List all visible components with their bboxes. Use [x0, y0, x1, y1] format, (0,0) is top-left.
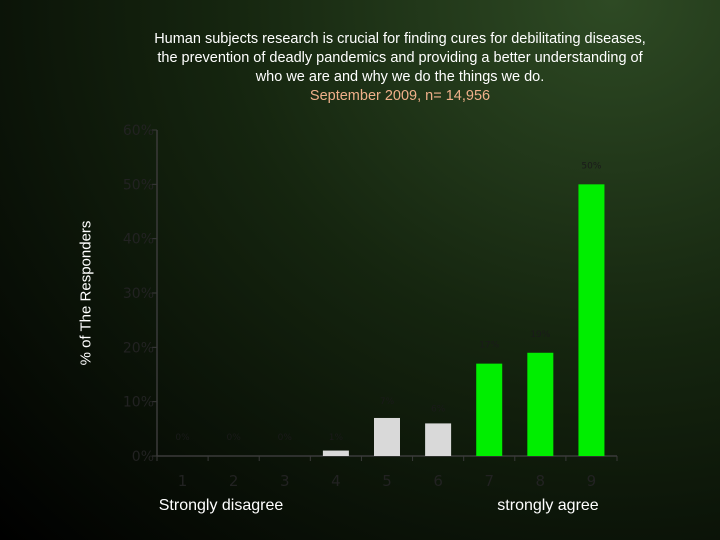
x-label-strongly-agree: strongly agree: [497, 497, 599, 514]
x-tick-label-5: 5: [382, 472, 392, 490]
y-tick-label: 60%: [123, 123, 154, 139]
data-label-1: 0%: [175, 433, 190, 443]
bar-9: [578, 184, 605, 457]
y-tick-label: 0%: [132, 449, 154, 465]
x-tick-label-4: 4: [331, 472, 341, 490]
title-line-1: Human subjects research is crucial for f…: [154, 31, 646, 47]
chart-subtitle: September 2009, n= 14,956: [309, 88, 491, 104]
x-tick-label-3: 3: [280, 472, 290, 490]
x-tick-label-7: 7: [484, 472, 494, 490]
chart-title: Human subjects research is crucial for f…: [110, 30, 690, 106]
data-label-4: 1%: [329, 433, 344, 443]
bar-7: [476, 363, 503, 456]
y-tick-label: 40%: [123, 232, 154, 248]
data-label-9: 50%: [581, 161, 601, 171]
data-label-5: 7%: [380, 397, 395, 407]
title-line-3: who we are and why we do the things we d…: [255, 69, 545, 85]
x-tick-label-8: 8: [536, 472, 546, 490]
x-tick-label-6: 6: [433, 472, 443, 490]
data-label-6: 6%: [431, 404, 446, 414]
y-tick-label: 50%: [123, 177, 154, 193]
data-label-7: 17%: [479, 341, 499, 351]
y-tick-label: 20%: [123, 340, 154, 356]
x-label-strongly-disagree: Strongly disagree: [158, 497, 284, 514]
bar-5: [374, 417, 400, 456]
bar-4: [322, 450, 349, 456]
title-line-2: the prevention of deadly pandemics and p…: [157, 50, 643, 66]
data-label-2: 0%: [227, 433, 242, 443]
x-tick-label-2: 2: [229, 472, 239, 490]
data-label-8: 19%: [530, 330, 550, 340]
bar-8: [527, 352, 554, 456]
y-tick-label: 30%: [123, 286, 154, 302]
x-tick-label-1: 1: [178, 472, 188, 490]
bar-6: [425, 423, 452, 456]
data-label-3: 0%: [278, 433, 293, 443]
y-tick-label: 10%: [123, 395, 154, 411]
x-tick-label-9: 9: [587, 472, 597, 490]
